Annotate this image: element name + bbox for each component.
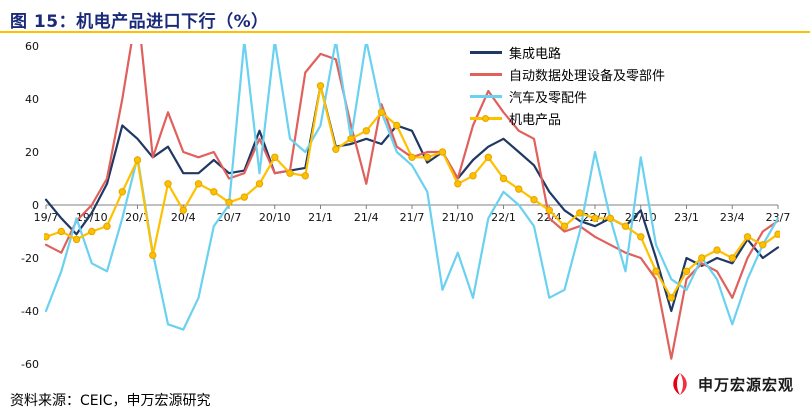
x-tick-label: 20/4 [171, 211, 196, 224]
legend-item: 集成电路 [470, 44, 665, 62]
x-tick-label: 21/4 [354, 211, 379, 224]
x-tick-label: 21/7 [400, 211, 425, 224]
series-marker [438, 148, 447, 156]
series-marker [423, 153, 431, 162]
watermark-text: 申万宏源宏观 [697, 375, 794, 394]
series-marker [408, 153, 416, 162]
chart-legend: 集成电路自动数据处理设备及零部件 汽车及零配件 机电产品 [470, 44, 666, 128]
series-marker [225, 198, 233, 207]
series-marker [103, 222, 111, 230]
series-marker [469, 172, 477, 180]
series-marker [301, 172, 309, 180]
legend-line-swatch [470, 50, 502, 54]
series-marker [377, 108, 386, 117]
title-underline-rule [0, 31, 810, 33]
series-marker [88, 227, 96, 236]
series-marker [682, 267, 691, 276]
legend-label: 自动数据处理设备及零部件 [509, 68, 666, 84]
legend-label: 机电产品 [509, 112, 562, 128]
series-marker [271, 153, 279, 162]
x-tick-label: 21/1 [308, 211, 333, 224]
series-line-1 [44, 44, 780, 360]
series-marker [316, 82, 325, 90]
y-tick-label: -60 [21, 358, 39, 371]
series-marker [728, 254, 736, 262]
x-tick-label: 20/1 [125, 211, 150, 224]
series-marker [286, 169, 294, 177]
legend-marker-dot [482, 114, 489, 122]
chart-title: 图 15：机电产品进口下行（%） [10, 12, 269, 32]
series-line-0 [44, 84, 780, 313]
legend-item: 汽车及零配件 [470, 88, 665, 106]
series-marker [591, 214, 599, 223]
series-marker [774, 230, 780, 238]
series-marker [118, 188, 127, 196]
x-tick-label: 22/1 [491, 211, 516, 224]
series-marker [621, 222, 630, 230]
series-marker [194, 180, 203, 188]
series-marker [179, 206, 188, 215]
series-marker [743, 233, 752, 241]
series-marker [698, 254, 706, 262]
y-tick-label: -20 [21, 252, 39, 265]
y-tick-label: 40 [25, 93, 39, 106]
series-marker [57, 227, 65, 236]
x-tick-label: 23/1 [674, 211, 699, 224]
series-marker [652, 267, 660, 276]
legend-label: 汽车及零配件 [509, 90, 588, 106]
x-tick-label: 19/7 [34, 211, 59, 224]
x-tick-label: 20/10 [259, 211, 291, 224]
series-marker [606, 214, 614, 223]
series-marker [240, 193, 249, 201]
y-tick-label: 60 [25, 40, 39, 53]
series-marker [255, 180, 264, 188]
watermark: 申万宏源宏观 [668, 372, 794, 396]
series-marker [332, 145, 340, 154]
series-marker [484, 153, 492, 162]
series-marker [210, 188, 218, 196]
legend-item: 机电产品 [470, 110, 665, 128]
series-marker [576, 209, 584, 217]
y-tick-label: 20 [25, 146, 39, 159]
series-marker [347, 135, 355, 143]
series-marker [44, 233, 50, 241]
series-marker [560, 222, 569, 230]
series-marker [637, 233, 645, 241]
series-marker [667, 294, 675, 302]
series-line-2 [44, 44, 780, 331]
series-marker [72, 235, 81, 244]
x-tick-label: 23/4 [720, 211, 745, 224]
series-marker [149, 251, 157, 260]
series-marker [393, 121, 401, 130]
series-marker [515, 185, 523, 193]
x-tick-label: 21/10 [442, 211, 474, 224]
source-note: 资料来源：CEIC，申万宏源研究 [10, 393, 211, 409]
legend-item: 自动数据处理设备及零部件 [470, 66, 666, 84]
swhy-logo-icon [673, 373, 687, 395]
y-tick-label: -40 [21, 305, 39, 318]
series-marker [530, 196, 538, 204]
series-marker [759, 241, 767, 249]
series-marker [362, 127, 370, 135]
legend-line-swatch [470, 114, 502, 122]
legend-line-swatch [470, 72, 502, 76]
series-marker [454, 180, 462, 188]
series-marker [545, 206, 553, 215]
legend-line-swatch [470, 94, 502, 98]
chart-area: 60 40 20 0 -20 -40 -60 19/7 19/10 20/1 20/4 20/7 20/… [0, 33, 810, 373]
series-marker [133, 156, 142, 164]
y-tick-label: 0 [32, 199, 39, 212]
legend-label: 集成电路 [509, 46, 562, 62]
series-marker [713, 246, 721, 254]
series-marker [499, 174, 508, 183]
series-marker [164, 180, 172, 188]
